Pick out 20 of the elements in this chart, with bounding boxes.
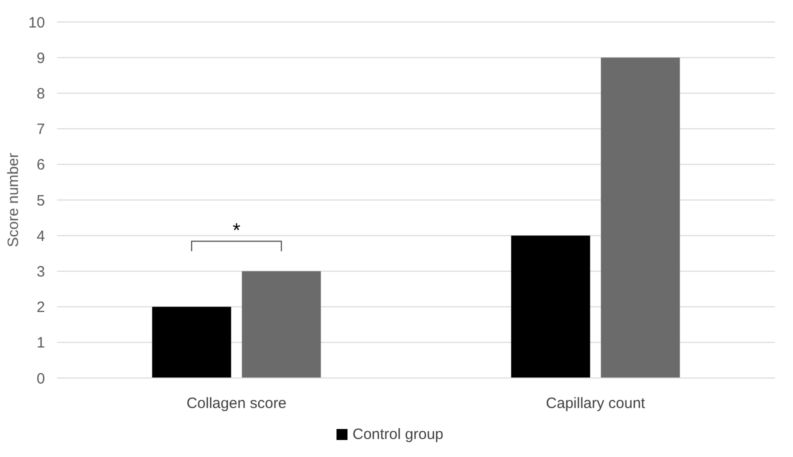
bar bbox=[600, 58, 680, 378]
y-tick-label: 7 bbox=[36, 121, 45, 138]
bar bbox=[511, 236, 590, 378]
y-axis-title: Score number bbox=[5, 152, 22, 248]
y-tick-label: 6 bbox=[36, 156, 45, 174]
annotation: * bbox=[232, 220, 241, 242]
y-tick-label: 2 bbox=[36, 299, 45, 316]
y-tick-label: 8 bbox=[36, 85, 45, 102]
bar bbox=[242, 271, 321, 378]
y-tick-label: 9 bbox=[36, 50, 45, 67]
legend-label: Control group bbox=[352, 426, 444, 443]
x-tick-label: Capillary count bbox=[546, 395, 646, 412]
y-tick-label: 3 bbox=[36, 263, 45, 280]
y-tick-label: 0 bbox=[36, 370, 45, 388]
x-tick-label: Collagen score bbox=[186, 395, 287, 412]
bar bbox=[152, 306, 232, 378]
y-tick-label: 4 bbox=[36, 228, 45, 245]
y-tick-label: 10 bbox=[28, 14, 45, 32]
y-tick-label: 1 bbox=[36, 334, 45, 352]
y-tick-label: 5 bbox=[36, 192, 45, 210]
